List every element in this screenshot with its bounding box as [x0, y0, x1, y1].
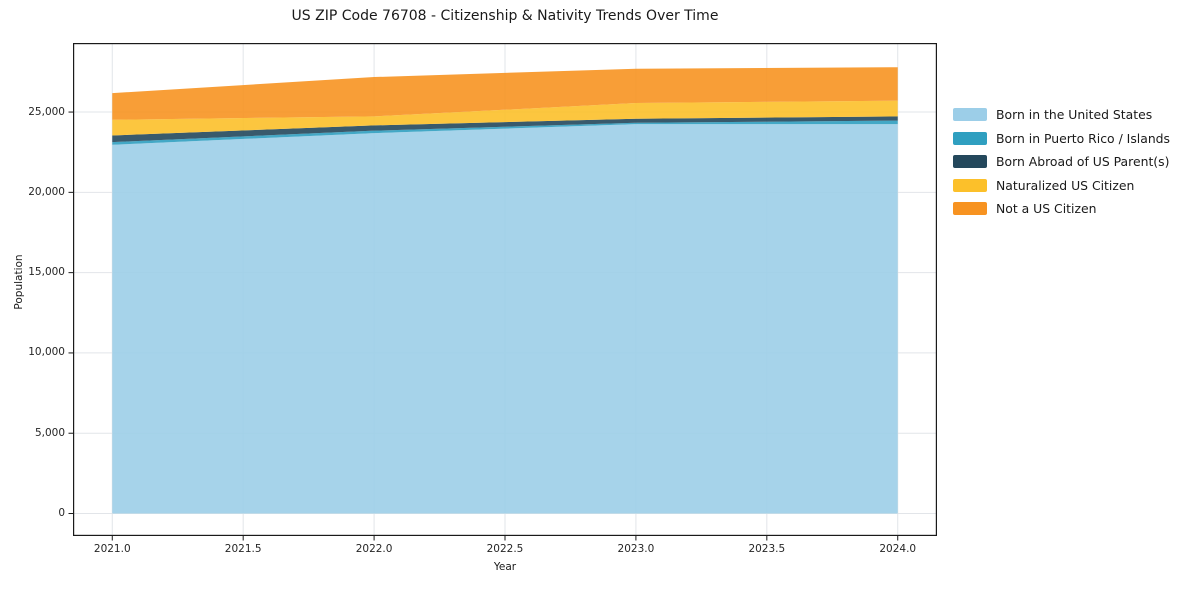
- legend-swatch: [953, 155, 987, 169]
- y-axis-label: Population: [13, 254, 25, 310]
- x-tick-label: 2022.0: [355, 543, 393, 555]
- plot-area: [68, 43, 937, 541]
- chart-title: US ZIP Code 76708 - Citizenship & Nativi…: [291, 8, 719, 24]
- legend-swatch: [953, 108, 987, 122]
- legend-item: Not a US Citizen: [953, 197, 1170, 221]
- area-series-1: [112, 120, 898, 145]
- x-tick-label: 2021.5: [224, 543, 262, 555]
- legend-item: Born in Puerto Rico / Islands: [953, 127, 1170, 151]
- legend-item: Born Abroad of US Parent(s): [953, 150, 1170, 174]
- legend-label: Born in the United States: [996, 107, 1153, 123]
- legend-label: Naturalized US Citizen: [996, 177, 1135, 193]
- legend-label: Not a US Citizen: [996, 201, 1097, 217]
- y-tick-label: 20,000: [28, 185, 65, 198]
- area-series-3: [112, 100, 898, 136]
- axes-frame: [73, 43, 937, 536]
- x-tick-label: 2023.0: [617, 543, 655, 555]
- legend-swatch: [953, 202, 987, 216]
- area-series-2: [112, 116, 898, 143]
- y-tick-label: 15,000: [28, 266, 65, 279]
- y-tick-label: 10,000: [28, 346, 65, 359]
- legend-label: Born Abroad of US Parent(s): [996, 154, 1170, 170]
- x-tick-label: 2023.5: [748, 543, 786, 555]
- y-tick-label: 0: [58, 507, 65, 520]
- y-tick-label: 25,000: [28, 105, 65, 118]
- x-tick-label: 2021.0: [93, 543, 131, 555]
- legend-label: Born in Puerto Rico / Islands: [996, 130, 1171, 146]
- x-tick-label: 2024.0: [879, 543, 917, 555]
- legend-item: Born in the United States: [953, 103, 1170, 127]
- legend-swatch: [953, 178, 987, 192]
- area-chart-svg: [68, 43, 937, 541]
- legend-item: Naturalized US Citizen: [953, 174, 1170, 198]
- y-tick-label: 5,000: [34, 426, 65, 439]
- x-axis-label: Year: [493, 561, 517, 573]
- area-series-0: [112, 124, 898, 514]
- legend-swatch: [953, 131, 987, 145]
- legend: Born in the United States Born in Puerto …: [953, 103, 1170, 221]
- area-series-4: [112, 67, 898, 120]
- x-tick-label: 2022.5: [486, 543, 524, 555]
